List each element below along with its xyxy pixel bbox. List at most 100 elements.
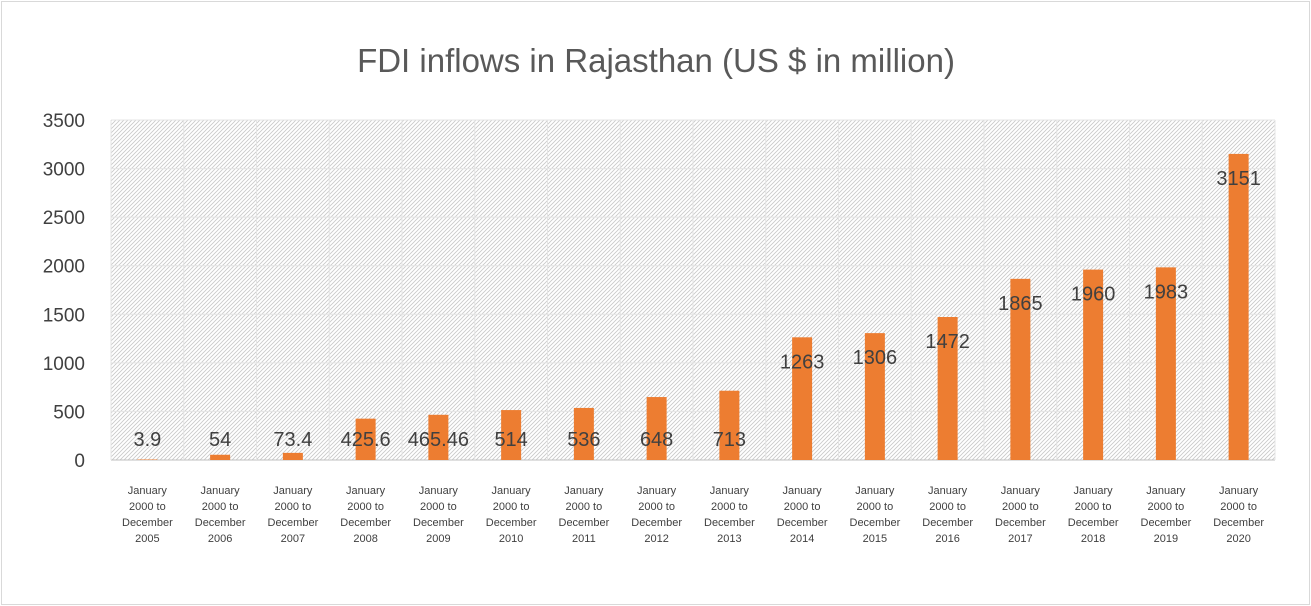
x-category-label: January 2000 to December 2018 [1068, 485, 1119, 545]
x-category-label-line: December [122, 517, 173, 529]
gridlines [110, 119, 1276, 461]
bar [282, 452, 303, 460]
x-category-label: January 2000 to December 2016 [922, 485, 973, 545]
x-category-label-line: 2000 to [711, 501, 748, 513]
x-category-label: January 2000 to December 2019 [1141, 485, 1192, 545]
bar [937, 317, 958, 460]
x-category-label-line: 2011 [572, 533, 596, 545]
x-category-label-line: January [783, 485, 823, 497]
x-category-label-line: 2016 [935, 533, 959, 545]
x-category-label: January 2000 to December 2015 [850, 485, 901, 545]
x-category-label-line: January [928, 485, 968, 497]
data-label: 1263 [780, 351, 825, 373]
data-label: 465.46 [408, 429, 469, 451]
x-category-label-line: December [268, 517, 319, 529]
x-category-label-line: 2000 to [857, 501, 894, 513]
x-category-label-line: 2006 [208, 533, 232, 545]
x-category-label: January 2000 to December 2017 [995, 485, 1046, 545]
x-category-label-line: December [850, 517, 901, 529]
x-category-label-line: January [1074, 485, 1114, 497]
y-tick-label: 1000 [43, 354, 85, 375]
x-category-label: January 2000 to December 2011 [559, 485, 610, 545]
x-category-label-line: 2000 to [129, 501, 166, 513]
x-category-label-line: 2000 to [784, 501, 821, 513]
x-category-label-line: 2007 [281, 533, 305, 545]
x-category-label-line: 2005 [135, 533, 159, 545]
bar [501, 410, 522, 460]
x-category-label: January 2000 to December 2006 [195, 485, 246, 545]
x-category-label-line: January [128, 485, 168, 497]
x-category-label-line: January [1219, 485, 1259, 497]
x-category-label: January 2000 to December 2010 [486, 485, 537, 545]
y-tick-label: 3000 [43, 160, 85, 181]
data-label: 3151 [1216, 168, 1261, 190]
x-category-label-line: January [637, 485, 677, 497]
y-tick-label: 0 [74, 451, 85, 472]
y-tick-label: 2500 [43, 208, 85, 229]
x-category-label-line: January [201, 485, 241, 497]
x-category-label-line: January [710, 485, 750, 497]
x-category-label-line: December [777, 517, 828, 529]
x-category-label: January 2000 to December 2014 [777, 485, 828, 545]
x-category-label-line: 2000 to [1002, 501, 1039, 513]
x-category-label: January 2000 to December 2008 [340, 485, 391, 545]
data-label: 1306 [853, 347, 898, 369]
bar [792, 337, 813, 460]
x-category-label: January 2000 to December 2020 [1213, 485, 1264, 545]
bar [1010, 278, 1031, 460]
x-category-label-line: December [1213, 517, 1264, 529]
x-category-label-line: 2000 to [638, 501, 675, 513]
x-category-label-line: December [340, 517, 391, 529]
bar [719, 390, 740, 460]
x-category-label-line: December [922, 517, 973, 529]
x-category-label-line: 2000 to [1220, 501, 1257, 513]
bar [428, 414, 449, 460]
x-category-label-line: 2017 [1008, 533, 1032, 545]
data-label: 3.9 [133, 429, 161, 451]
x-category-label-line: 2008 [353, 533, 377, 545]
x-category-label-line: 2020 [1226, 533, 1250, 545]
x-category-label-line: 2013 [717, 533, 741, 545]
x-category-label-line: January [346, 485, 386, 497]
y-tick-label: 2000 [43, 257, 85, 278]
x-category-label: January 2000 to December 2013 [704, 485, 755, 545]
x-axis-category-labels: January 2000 to December 2005 January 2000 to… [122, 485, 1264, 545]
data-label: 1983 [1144, 281, 1189, 303]
x-category-label-line: 2000 to [202, 501, 239, 513]
x-category-label-line: December [195, 517, 246, 529]
x-category-label-line: 2000 to [347, 501, 384, 513]
bar [646, 397, 667, 460]
data-label: 54 [209, 429, 231, 451]
x-category-label-line: December [631, 517, 682, 529]
x-category-label-line: 2019 [1154, 533, 1178, 545]
x-category-label-line: 2000 to [493, 501, 530, 513]
x-category-label-line: 2012 [644, 533, 668, 545]
x-category-label-line: 2000 to [929, 501, 966, 513]
bar [1228, 153, 1249, 460]
x-category-label-line: January [492, 485, 532, 497]
data-label: 1865 [998, 293, 1043, 315]
x-category-label-line: January [855, 485, 895, 497]
data-label: 514 [494, 429, 527, 451]
x-category-label-line: 2000 to [566, 501, 603, 513]
x-category-label-line: December [995, 517, 1046, 529]
x-category-label-line: 2014 [790, 533, 814, 545]
x-category-label-line: December [1141, 517, 1192, 529]
data-label: 73.4 [273, 429, 312, 451]
x-category-label: January 2000 to December 2005 [122, 485, 173, 545]
x-category-label-line: 2000 to [1075, 501, 1112, 513]
bar [137, 459, 158, 460]
bar [1083, 269, 1104, 460]
x-category-label: January 2000 to December 2012 [631, 485, 682, 545]
x-category-label-line: December [413, 517, 464, 529]
x-category-label-line: January [564, 485, 604, 497]
x-category-label-line: December [486, 517, 537, 529]
data-labels: 3.9 54 73.4 425.6 465.46 514 536 648 713 1263 1306… [133, 168, 1260, 451]
data-label: 648 [640, 429, 673, 451]
x-category-label-line: December [559, 517, 610, 529]
bar [210, 454, 231, 460]
x-category-label-line: January [273, 485, 313, 497]
x-category-label-line: 2009 [426, 533, 450, 545]
bar [1155, 267, 1176, 460]
